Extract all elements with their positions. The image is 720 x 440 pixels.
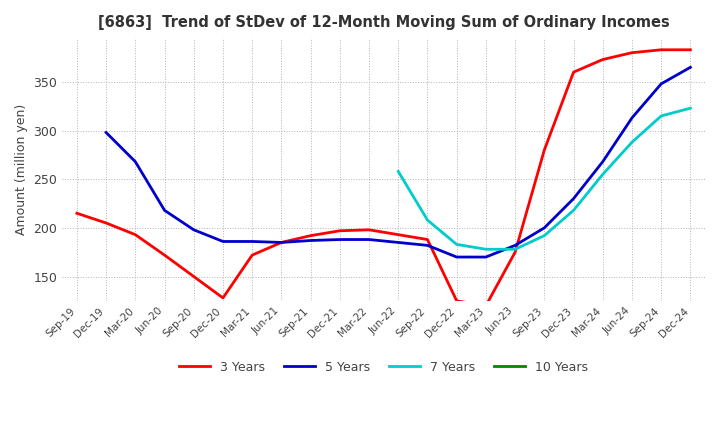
3 Years [306,233,315,238]
Line: 5 Years: 5 Years [106,67,690,257]
3 Years [628,50,636,55]
7 Years [686,106,695,111]
5 Years [248,239,256,244]
7 Years [570,208,578,213]
5 Years [336,237,344,242]
3 Years [482,303,490,308]
7 Years [598,172,607,177]
5 Years [598,159,607,164]
3 Years [189,274,198,279]
7 Years [482,247,490,252]
5 Years [510,243,519,248]
Legend: 3 Years, 5 Years, 7 Years, 10 Years: 3 Years, 5 Years, 7 Years, 10 Years [174,356,593,379]
5 Years [394,240,402,245]
5 Years [686,65,695,70]
5 Years [189,227,198,232]
3 Years [686,47,695,52]
3 Years [510,249,519,255]
3 Years [540,147,549,153]
5 Years [161,208,169,213]
3 Years [73,211,81,216]
5 Years [570,196,578,202]
3 Years [452,298,461,304]
5 Years [277,240,286,245]
Y-axis label: Amount (million yen): Amount (million yen) [15,104,28,235]
5 Years [219,239,228,244]
5 Years [423,243,432,248]
5 Years [306,238,315,243]
5 Years [540,225,549,231]
7 Years [452,242,461,247]
3 Years [248,253,256,258]
3 Years [102,220,110,226]
3 Years [657,47,665,52]
5 Years [131,159,140,164]
5 Years [365,237,374,242]
5 Years [452,254,461,260]
5 Years [102,130,110,135]
Title: [6863]  Trend of StDev of 12-Month Moving Sum of Ordinary Incomes: [6863] Trend of StDev of 12-Month Moving… [98,15,670,30]
7 Years [540,233,549,238]
5 Years [482,254,490,260]
5 Years [657,81,665,87]
3 Years [365,227,374,232]
3 Years [131,232,140,237]
3 Years [219,295,228,301]
3 Years [161,253,169,258]
7 Years [394,169,402,174]
3 Years [598,57,607,62]
3 Years [336,228,344,233]
7 Years [510,247,519,252]
3 Years [570,70,578,75]
7 Years [628,139,636,145]
Line: 7 Years: 7 Years [398,108,690,249]
3 Years [423,237,432,242]
7 Years [423,217,432,223]
3 Years [394,232,402,237]
5 Years [628,115,636,121]
3 Years [277,240,286,245]
Line: 3 Years: 3 Years [77,50,690,306]
7 Years [657,114,665,119]
